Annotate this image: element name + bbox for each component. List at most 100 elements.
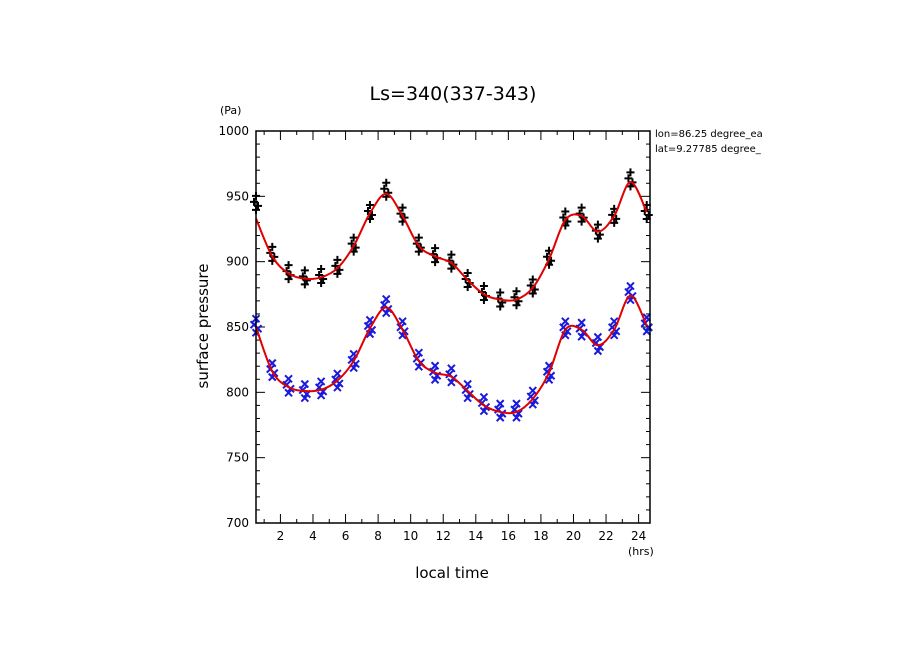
chart-title: Ls=340(337-343) bbox=[370, 83, 537, 105]
cross-marker bbox=[430, 361, 440, 370]
plus-marker bbox=[382, 178, 391, 187]
x-tick-label: 20 bbox=[566, 529, 581, 543]
plus-marker bbox=[365, 201, 374, 210]
cross-marker bbox=[333, 369, 342, 378]
plus-marker bbox=[398, 203, 407, 212]
cross-marker bbox=[463, 379, 472, 389]
cross-marker bbox=[447, 364, 456, 373]
cross-marker bbox=[512, 399, 521, 408]
cross-marker bbox=[284, 374, 293, 384]
cross-marker bbox=[316, 391, 326, 400]
cross-marker bbox=[316, 377, 326, 386]
cross-marker bbox=[382, 308, 391, 318]
x-tick-label: 22 bbox=[598, 529, 613, 543]
plus-marker bbox=[577, 203, 586, 212]
cross-marker bbox=[479, 392, 489, 402]
x-axis-label: local time bbox=[415, 564, 489, 582]
y-tick-label: 850 bbox=[226, 320, 249, 334]
x-tick-label: 14 bbox=[468, 529, 483, 543]
plus-marker bbox=[644, 211, 653, 220]
fit-line bbox=[255, 180, 648, 302]
x-unit-label: (hrs) bbox=[628, 545, 654, 558]
cross-marker bbox=[593, 332, 603, 342]
plot-frame bbox=[255, 130, 651, 524]
plus-marker bbox=[496, 288, 505, 297]
plus-marker bbox=[414, 233, 423, 242]
cross-marker bbox=[300, 379, 310, 389]
plus-marker bbox=[331, 261, 340, 270]
plus-marker bbox=[512, 301, 521, 310]
plus-marker bbox=[333, 269, 342, 278]
cross-marker bbox=[626, 281, 635, 291]
cross-marker bbox=[496, 413, 505, 422]
plus-marker bbox=[626, 182, 635, 191]
plus-marker bbox=[414, 247, 423, 256]
plus-marker bbox=[300, 280, 309, 289]
cross-marker bbox=[284, 388, 293, 398]
plus-marker bbox=[447, 250, 456, 259]
plus-marker bbox=[561, 207, 570, 216]
cross-marker bbox=[430, 375, 440, 384]
plus-marker bbox=[479, 296, 488, 305]
annotation-lon: lon=86.25 degree_ea bbox=[655, 129, 763, 140]
x-tick-label: 12 bbox=[436, 529, 451, 543]
cross-marker bbox=[447, 378, 456, 387]
plus-marker bbox=[333, 255, 342, 264]
cross-marker bbox=[414, 348, 424, 357]
cross-marker bbox=[528, 386, 537, 395]
plus-marker bbox=[512, 287, 521, 296]
plus-marker bbox=[577, 217, 586, 226]
cross-marker bbox=[512, 413, 521, 422]
plus-marker bbox=[284, 275, 293, 284]
plus-marker bbox=[463, 268, 472, 277]
cross-marker bbox=[642, 327, 651, 336]
cross-marker bbox=[333, 383, 342, 392]
plus-marker bbox=[528, 275, 537, 284]
plus-marker bbox=[431, 244, 440, 253]
plus-marker bbox=[528, 289, 537, 298]
plus-marker bbox=[496, 302, 505, 311]
y-axis-label: surface pressure bbox=[194, 264, 212, 389]
cross-marker bbox=[593, 346, 603, 356]
x-tick-label: 8 bbox=[374, 529, 382, 543]
y-tick-label: 950 bbox=[226, 189, 249, 203]
cross-marker bbox=[577, 318, 586, 327]
plus-marker bbox=[317, 279, 326, 288]
plus-marker bbox=[431, 258, 440, 267]
x-tick-label: 2 bbox=[277, 529, 285, 543]
fit-lines bbox=[255, 180, 648, 415]
y-tick-label: 900 bbox=[226, 255, 249, 269]
x-tick-label: 18 bbox=[533, 529, 548, 543]
plus-marker bbox=[479, 282, 488, 291]
plus-marker bbox=[380, 184, 389, 193]
fit-line bbox=[255, 294, 648, 415]
x-tick-label: 10 bbox=[403, 529, 418, 543]
plus-marker bbox=[593, 234, 602, 243]
plus-marker bbox=[317, 265, 326, 274]
y-tick-label: 750 bbox=[226, 451, 249, 465]
y-tick-label: 800 bbox=[226, 385, 249, 399]
cross-marker bbox=[300, 393, 310, 403]
x-tick-label: 4 bbox=[309, 529, 317, 543]
annotation-lat: lat=9.27785 degree_ bbox=[655, 144, 762, 155]
plus-marker bbox=[284, 261, 293, 270]
plus-marker bbox=[610, 218, 619, 227]
cross-marker bbox=[479, 406, 489, 416]
plus-marker bbox=[612, 214, 621, 223]
cross-marker bbox=[382, 294, 391, 304]
plus-marker bbox=[300, 266, 309, 275]
plus-marker bbox=[268, 242, 277, 251]
x-tick-label: 16 bbox=[501, 529, 516, 543]
y-tick-label: 1000 bbox=[218, 124, 249, 138]
cross-marker bbox=[577, 332, 586, 341]
plus-marker bbox=[349, 233, 358, 242]
y-unit-label: (Pa) bbox=[220, 104, 241, 117]
plus-marker bbox=[593, 220, 602, 229]
plus-marker bbox=[626, 168, 635, 177]
plus-marker bbox=[624, 174, 633, 183]
plus-marker bbox=[463, 282, 472, 291]
x-tick-label: 24 bbox=[631, 529, 646, 543]
